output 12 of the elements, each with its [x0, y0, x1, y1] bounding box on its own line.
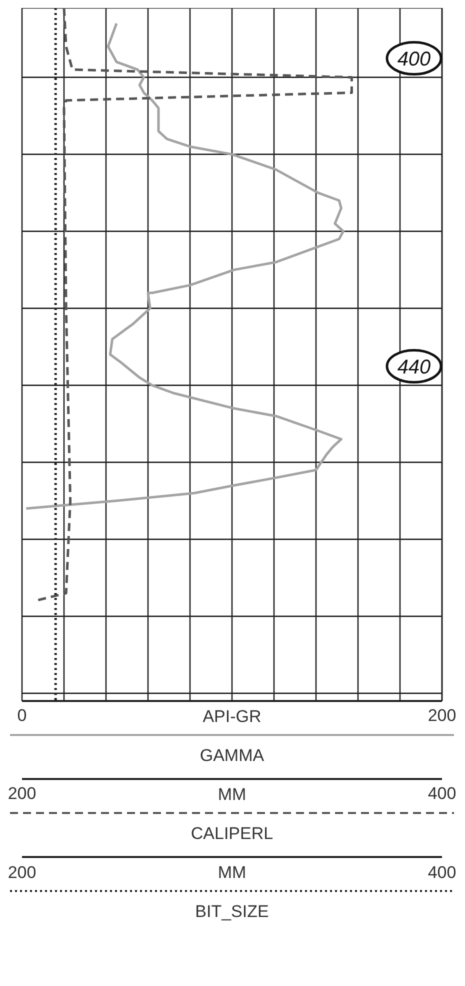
x2-axis-title: MM — [218, 785, 246, 804]
x-tick-label: 0 — [17, 706, 27, 726]
text: 400 — [428, 863, 456, 882]
text: GAMMA — [200, 746, 265, 765]
text: MM — [218, 863, 246, 882]
text: CALIPERL — [190, 824, 274, 843]
text: BIT_SIZE — [195, 902, 269, 921]
text: 200 — [8, 863, 36, 882]
x2-tick-label: 400 — [428, 784, 456, 804]
x-axis-title: API-GR — [202, 707, 262, 726]
y-tick-label: 440 — [397, 356, 431, 378]
x2-tick-label: 200 — [8, 784, 36, 804]
